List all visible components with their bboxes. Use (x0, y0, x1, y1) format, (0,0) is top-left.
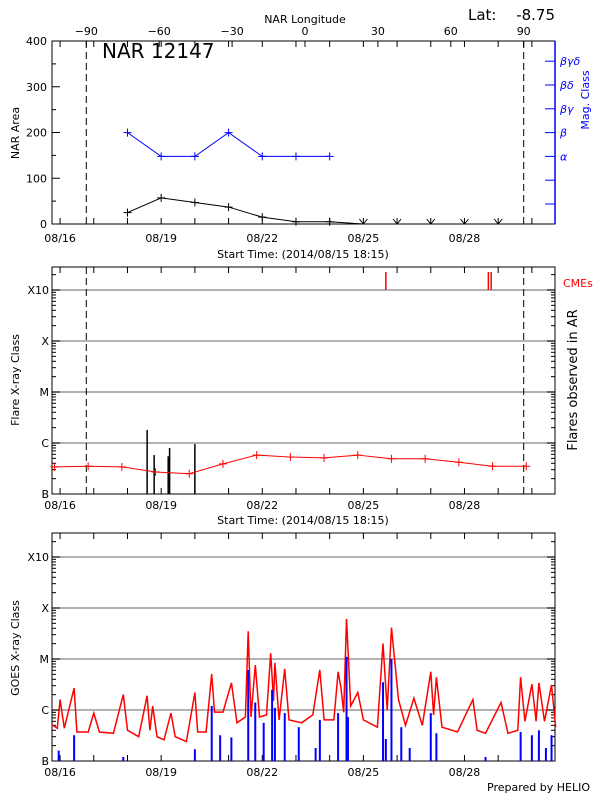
nar-area-zero-marker (493, 218, 503, 225)
background-flux-marker (218, 459, 227, 468)
x-tick-label: 08/19 (145, 232, 177, 245)
nar-area-zero-marker (460, 218, 469, 225)
x-tick-label: 08/25 (348, 232, 380, 245)
mag-class-tick-label: α (560, 150, 568, 163)
goes-red-series-line (51, 618, 557, 743)
nar-area-marker (123, 208, 132, 217)
x-axis-title-2: Start Time: (2014/08/15 18:15) (217, 514, 389, 527)
lat-label: Lat: (468, 6, 496, 24)
y-axis-title-flare: Flare X-ray Class (9, 334, 22, 426)
background-flux-marker (387, 454, 396, 463)
mag-class-marker (190, 152, 199, 161)
mag-class-marker (224, 128, 233, 137)
panel-flare-class: B C M X X10 08/16 08/19 08/22 08/25 08/28 (27, 266, 556, 512)
x-tick-label: 08/19 (145, 766, 177, 779)
x-tick-label: 08/22 (246, 232, 278, 245)
mag-class-marker (325, 152, 334, 161)
longitude-tick-label: 30 (371, 25, 385, 38)
x-tick-label: 08/25 (348, 766, 380, 779)
longitude-tick-label: −90 (75, 25, 98, 38)
y-tick-label: 0 (40, 218, 47, 231)
x-tick-label: 08/16 (44, 232, 76, 245)
y-tick-label: M (40, 653, 50, 666)
nar-area-zero-marker (426, 218, 436, 225)
background-flux-marker (522, 462, 531, 471)
background-flux-marker (252, 451, 261, 460)
x-tick-label: 08/28 (449, 232, 481, 245)
nar-area-marker (325, 217, 334, 226)
y2-axis-title-flares-observed: Flares observed in AR (566, 309, 581, 450)
background-flux-marker (488, 462, 497, 471)
panel-nar-area: 08/16 08/19 08/22 08/25 08/280100200300400−9… (26, 25, 581, 245)
y-tick-label: X (41, 335, 49, 348)
longitude-tick-label: −60 (148, 25, 171, 38)
x-tick-label: 08/19 (145, 499, 177, 512)
y-tick-label: B (41, 488, 49, 501)
y-tick-label: X (41, 602, 49, 615)
longitude-axis-title: NAR Longitude (264, 13, 346, 26)
plot-frame (51, 532, 556, 762)
longitude-tick-label: 0 (302, 25, 309, 38)
background-flux-marker (286, 453, 295, 462)
background-flux-marker (320, 453, 329, 462)
y-tick-label: X10 (27, 284, 49, 297)
nar-area-marker (224, 203, 233, 212)
background-flux-marker (353, 451, 362, 460)
y-tick-label: 200 (26, 127, 47, 140)
background-flux-marker (151, 468, 160, 476)
y-axis-title-goes: GOES X-ray Class (9, 600, 22, 696)
y2-axis-title-mag: Mag. Class (579, 70, 592, 129)
x-tick-label: 08/16 (44, 499, 76, 512)
panel-goes-xray: B C M X X10 08/16 08/19 08/22 08/25 08/28 (27, 532, 557, 779)
nar-area-zero-marker (358, 218, 368, 225)
mag-class-marker (291, 152, 300, 161)
background-flux-marker (50, 462, 59, 471)
nar-area-line (127, 197, 499, 225)
mag-class-marker (123, 128, 132, 137)
mag-class-tick-label: βγδ (559, 55, 581, 68)
longitude-tick-label: 90 (517, 25, 531, 38)
y-axis-title-area: NAR Area (9, 107, 22, 159)
cme-label: CMEs (563, 277, 593, 290)
lat-value: -8.75 (516, 6, 555, 24)
x-tick-label: 08/22 (246, 499, 278, 512)
x-axis-title-1: Start Time: (2014/08/15 18:15) (217, 248, 389, 261)
background-flux-marker (117, 462, 126, 471)
x-tick-label: 08/22 (246, 766, 278, 779)
footer-credit: Prepared by HELIO (487, 781, 590, 794)
y-tick-label: X10 (27, 551, 49, 564)
mag-class-tick-label: βδ (559, 79, 574, 92)
region-title: NAR 12147 (102, 39, 215, 63)
mag-class-marker (258, 152, 267, 161)
y-tick-label: 400 (26, 35, 47, 48)
y-tick-label: 300 (26, 81, 47, 94)
background-flux-marker (421, 454, 430, 463)
y-tick-label: C (41, 437, 49, 450)
x-tick-label: 08/25 (348, 499, 380, 512)
x-tick-label: 08/16 (44, 766, 76, 779)
plot-frame (51, 266, 556, 495)
mag-class-tick-label: βγ (559, 103, 574, 116)
nar-area-zero-marker (392, 218, 402, 225)
nar-area-marker (291, 217, 300, 226)
y-tick-label: C (41, 704, 49, 717)
nar-area-marker (190, 198, 199, 207)
longitude-tick-label: −30 (220, 25, 243, 38)
nar-area-marker (157, 193, 166, 202)
x-tick-label: 08/28 (449, 766, 481, 779)
background-flux-marker (185, 469, 194, 478)
x-tick-label: 08/28 (449, 499, 481, 512)
background-flux-marker (454, 458, 463, 467)
nar-area-marker (258, 213, 267, 222)
y-tick-label: B (41, 755, 49, 768)
mag-class-tick-label: β (559, 127, 567, 140)
y-tick-label: 100 (26, 172, 47, 185)
mag-class-marker (157, 152, 166, 161)
longitude-tick-label: 60 (444, 25, 458, 38)
background-flux-marker (84, 462, 93, 471)
y-tick-label: M (40, 386, 50, 399)
